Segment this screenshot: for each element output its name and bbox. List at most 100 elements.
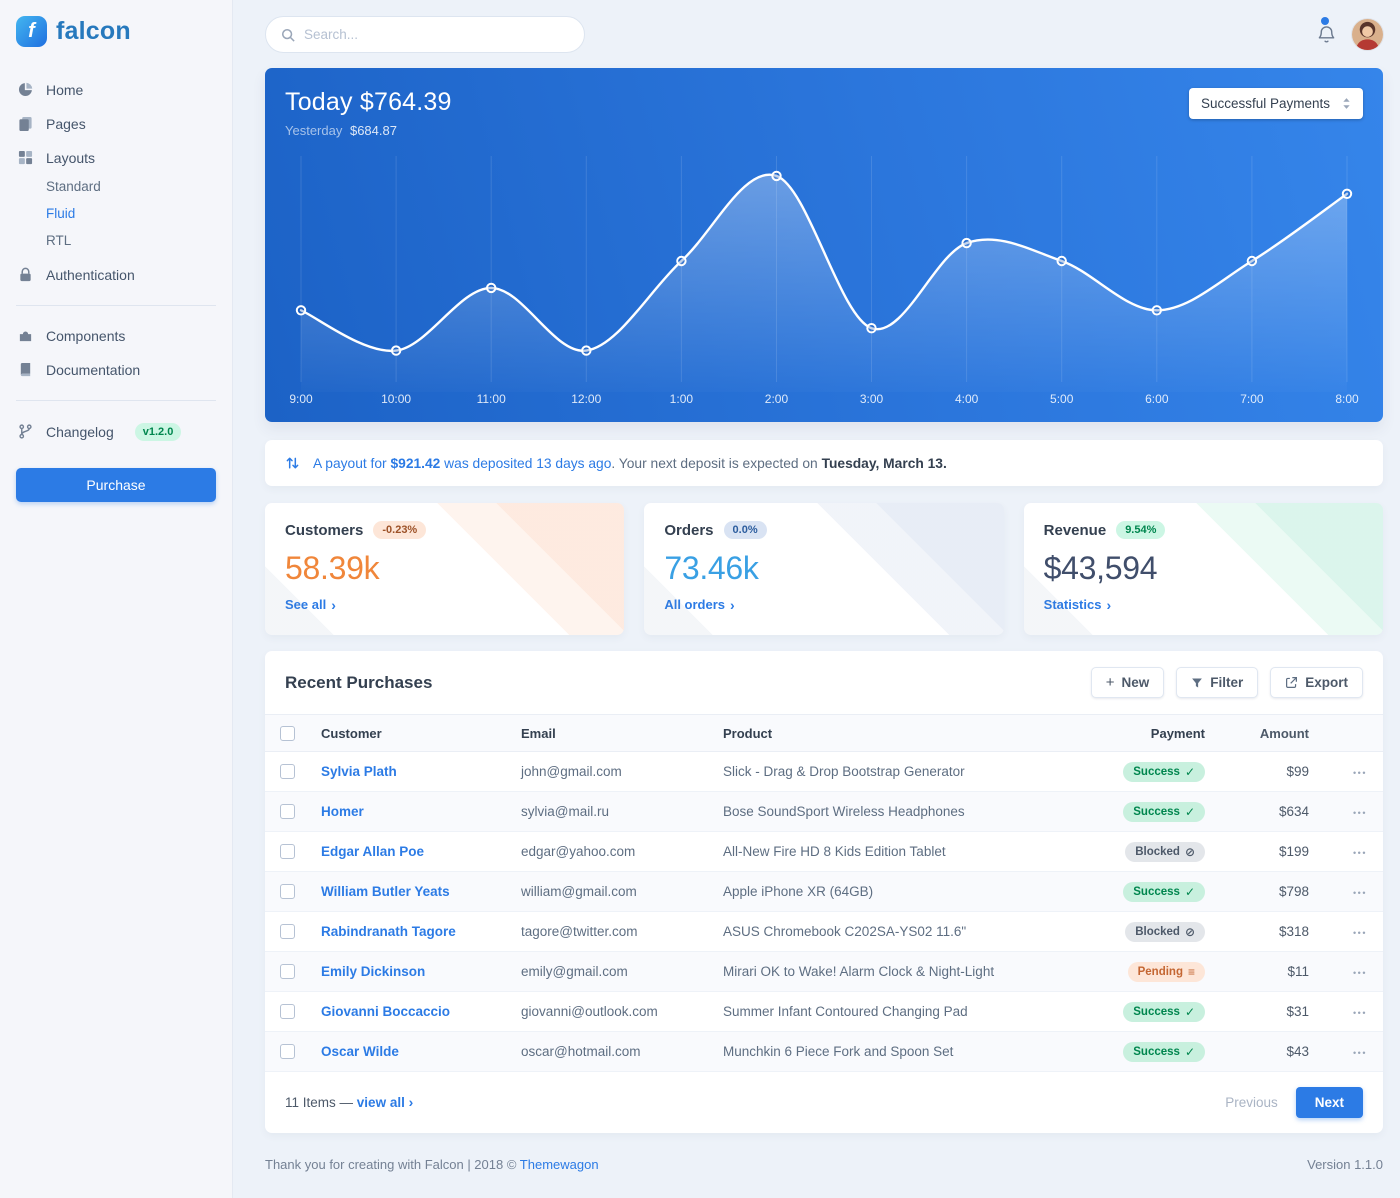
column-header-product[interactable]: Product: [723, 725, 773, 741]
column-header-amount[interactable]: Amount: [1259, 725, 1309, 741]
customer-link[interactable]: Emily Dickinson: [321, 964, 426, 979]
sidebar: f falcon Home Pages Layouts Standard Flu…: [0, 0, 233, 1198]
version-badge: v1.2.0: [134, 423, 182, 441]
column-header-customer[interactable]: Customer: [321, 725, 382, 741]
previous-button[interactable]: Previous: [1225, 1095, 1278, 1110]
row-menu-button[interactable]: •••: [1353, 928, 1367, 938]
email-cell: emily@gmail.com: [521, 964, 628, 979]
yesterday-label: Yesterday: [285, 123, 343, 138]
row-checkbox[interactable]: [279, 884, 295, 899]
filter-button[interactable]: Filter: [1176, 667, 1259, 698]
amount-cell: $31: [1286, 1004, 1309, 1019]
sidebar-item-components[interactable]: Components: [16, 319, 216, 353]
customer-link[interactable]: Rabindranath Tagore: [321, 924, 456, 939]
row-menu-button[interactable]: •••: [1353, 768, 1367, 778]
stat-badge: 9.54%: [1116, 521, 1166, 539]
sidebar-subitem-rtl[interactable]: RTL: [46, 233, 72, 248]
row-checkbox[interactable]: [279, 924, 295, 939]
footer-credits: Thank you for creating with Falcon | 201…: [265, 1157, 599, 1172]
purchase-button[interactable]: Purchase: [16, 468, 216, 502]
row-menu-button[interactable]: •••: [1353, 1008, 1367, 1018]
product-cell: Mirari OK to Wake! Alarm Clock & Night-L…: [723, 964, 995, 979]
sidebar-subitem-fluid[interactable]: Fluid: [46, 206, 76, 221]
sidebar-item-pages[interactable]: Pages: [16, 107, 216, 141]
customer-link[interactable]: Sylvia Plath: [321, 764, 397, 779]
brand-logo[interactable]: f falcon: [16, 16, 216, 47]
row-checkbox[interactable]: [279, 1044, 295, 1059]
stats-row: Customers -0.23% 58.39k See all › Orders …: [265, 503, 1383, 635]
column-header-email[interactable]: Email: [521, 725, 556, 741]
table-header-row: Customer Email Product Payment Amount: [265, 714, 1383, 752]
chart-area: [301, 174, 1347, 392]
search-input[interactable]: [304, 27, 569, 42]
sidebar-item-changelog[interactable]: Changelog v1.2.0: [16, 414, 216, 450]
new-button[interactable]: + New: [1090, 667, 1165, 698]
payment-status-icon: ✓: [1184, 884, 1195, 899]
customer-link[interactable]: Edgar Allan Poe: [321, 844, 425, 859]
sidebar-nav: Home Pages Layouts Standard Fluid RTL Au…: [16, 73, 216, 502]
see-all-link[interactable]: See all ›: [285, 596, 336, 613]
sidebar-item-authentication[interactable]: Authentication: [16, 258, 216, 292]
sidebar-item-layouts[interactable]: Layouts: [16, 141, 216, 175]
customer-link[interactable]: Homer: [321, 804, 364, 819]
layouts-submenu: Standard Fluid RTL: [16, 173, 216, 254]
product-cell: Summer Infant Contoured Changing Pad: [723, 1004, 968, 1019]
customer-link[interactable]: William Butler Yeats: [321, 884, 450, 899]
payment-status-label: Blocked: [1135, 845, 1180, 858]
next-button[interactable]: Next: [1295, 1087, 1363, 1118]
x-axis-label: 9:00: [289, 392, 313, 406]
table-row: Edgar Allan Poe edgar@yahoo.com All-New …: [265, 832, 1383, 872]
sidebar-item-home[interactable]: Home: [16, 73, 216, 107]
x-axis-label: 7:00: [1240, 392, 1264, 406]
row-menu-button[interactable]: •••: [1353, 808, 1367, 818]
search-box[interactable]: [265, 16, 585, 53]
sidebar-item-label: Components: [46, 328, 126, 344]
plus-icon: +: [1105, 674, 1115, 691]
amount-cell: $11: [1287, 964, 1309, 979]
payment-badge: Success ✓: [1123, 761, 1205, 782]
row-checkbox[interactable]: [279, 844, 295, 859]
chart-point: [486, 282, 497, 294]
select-all-checkbox[interactable]: [279, 725, 295, 741]
payment-status-label: Pending: [1137, 965, 1183, 978]
row-checkbox[interactable]: [279, 804, 295, 819]
email-cell: william@gmail.com: [521, 884, 637, 899]
chart-point: [390, 345, 402, 356]
themewagon-link[interactable]: Themewagon: [519, 1157, 599, 1172]
payments-type-select[interactable]: Successful Payments: [1188, 88, 1363, 119]
email-cell: giovanni@outlook.com: [521, 1004, 658, 1019]
falcon-logo-icon: f: [16, 16, 47, 47]
export-button[interactable]: Export: [1270, 667, 1363, 698]
payment-status-label: Success: [1133, 885, 1180, 898]
column-header-payment[interactable]: Payment: [1150, 725, 1205, 741]
sidebar-item-documentation[interactable]: Documentation: [16, 353, 216, 387]
x-axis-label: 11:00: [476, 392, 506, 406]
x-axis-label: 4:00: [954, 392, 979, 406]
row-menu-button[interactable]: •••: [1353, 968, 1367, 978]
chart-line: [299, 173, 1349, 352]
sidebar-divider: [16, 400, 216, 401]
row-menu-button[interactable]: •••: [1353, 1048, 1367, 1058]
payout-link[interactable]: A payout for $921.42 was deposited 13 da…: [313, 455, 612, 471]
product-cell: Slick - Drag & Drop Bootstrap Generator: [723, 764, 965, 779]
amount-cell: $199: [1278, 844, 1309, 859]
statistics-link[interactable]: Statistics ›: [1043, 596, 1112, 613]
notifications-button[interactable]: [1317, 16, 1336, 49]
search-icon: [281, 28, 295, 42]
row-checkbox[interactable]: [279, 964, 295, 979]
row-menu-button[interactable]: •••: [1353, 888, 1367, 898]
customer-link[interactable]: Giovanni Boccaccio: [321, 1004, 451, 1019]
table-row: Rabindranath Tagore tagore@twitter.com A…: [265, 912, 1383, 952]
all-orders-link[interactable]: All orders ›: [664, 596, 735, 613]
row-menu-button[interactable]: •••: [1353, 848, 1367, 858]
sidebar-subitem-standard[interactable]: Standard: [46, 179, 101, 194]
filter-funnel-icon: [1191, 677, 1203, 689]
user-avatar[interactable]: [1352, 19, 1383, 50]
stat-title: Revenue: [1043, 521, 1107, 539]
purchases-title: Recent Purchases: [285, 672, 433, 692]
view-all-link[interactable]: view all ›: [356, 1094, 414, 1110]
customer-link[interactable]: Oscar Wilde: [321, 1044, 399, 1059]
row-checkbox[interactable]: [279, 1004, 295, 1019]
row-checkbox[interactable]: [279, 764, 295, 779]
grid-layout-icon: [18, 150, 34, 166]
